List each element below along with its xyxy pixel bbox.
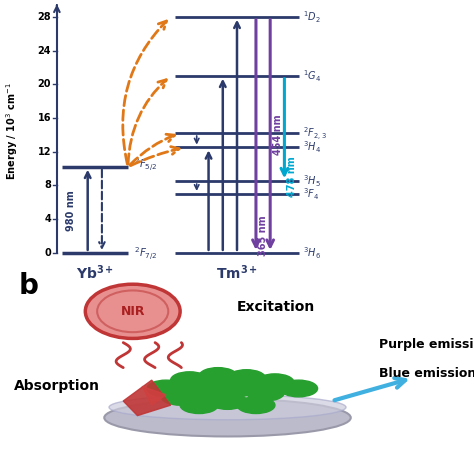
Circle shape: [180, 397, 218, 413]
Text: 454 nm: 454 nm: [273, 115, 283, 155]
Circle shape: [237, 397, 275, 413]
Text: Blue emission: Blue emission: [379, 367, 474, 381]
Text: 20: 20: [38, 79, 51, 89]
Text: Absorption: Absorption: [14, 379, 100, 393]
Text: $^2F_{7/2}$: $^2F_{7/2}$: [134, 245, 157, 262]
Text: $^3H_4$: $^3H_4$: [303, 140, 321, 155]
Text: Energy / 10$^3$ cm$^{-1}$: Energy / 10$^3$ cm$^{-1}$: [4, 82, 20, 180]
Text: $^2F_{2,3}$: $^2F_{2,3}$: [303, 125, 328, 142]
Text: NIR: NIR: [120, 305, 145, 318]
Text: $^2F_{5/2}$: $^2F_{5/2}$: [134, 156, 157, 173]
Circle shape: [218, 380, 256, 397]
Text: $^3F_4$: $^3F_4$: [303, 186, 319, 201]
Circle shape: [209, 392, 246, 410]
FancyArrowPatch shape: [130, 146, 179, 165]
Text: b: b: [19, 272, 39, 300]
FancyArrowPatch shape: [130, 134, 174, 165]
Circle shape: [171, 372, 209, 389]
Text: $^3H_6$: $^3H_6$: [303, 245, 321, 261]
Polygon shape: [123, 380, 171, 416]
Text: $\mathbf{Tm^{3+}}$: $\mathbf{Tm^{3+}}$: [216, 263, 258, 282]
Circle shape: [147, 380, 185, 397]
Text: $\mathbf{Yb^{3+}}$: $\mathbf{Yb^{3+}}$: [76, 263, 114, 282]
Text: 8: 8: [44, 181, 51, 191]
Circle shape: [256, 374, 294, 391]
Text: Excitation: Excitation: [237, 300, 315, 314]
Circle shape: [246, 384, 284, 401]
Text: 4: 4: [45, 214, 51, 224]
FancyArrowPatch shape: [128, 80, 166, 164]
Text: $^1D_2$: $^1D_2$: [303, 9, 321, 25]
Text: 478 nm: 478 nm: [287, 156, 297, 197]
Ellipse shape: [109, 395, 346, 420]
Polygon shape: [142, 386, 166, 405]
Circle shape: [199, 368, 237, 384]
Text: 980 nm: 980 nm: [66, 190, 76, 231]
Ellipse shape: [85, 284, 180, 338]
Text: 0: 0: [45, 248, 51, 258]
FancyArrowPatch shape: [123, 21, 166, 164]
Text: 24: 24: [38, 46, 51, 55]
Text: $^1G_4$: $^1G_4$: [303, 68, 322, 83]
Ellipse shape: [104, 399, 351, 437]
Text: 16: 16: [38, 113, 51, 123]
Circle shape: [280, 380, 318, 397]
Text: $^3H_5$: $^3H_5$: [303, 173, 321, 189]
Text: 365 nm: 365 nm: [258, 216, 268, 256]
Circle shape: [190, 382, 228, 399]
Text: 12: 12: [38, 146, 51, 157]
Text: 28: 28: [37, 12, 51, 22]
Text: Purple emission: Purple emission: [379, 338, 474, 351]
Circle shape: [228, 370, 265, 386]
Circle shape: [161, 389, 199, 405]
